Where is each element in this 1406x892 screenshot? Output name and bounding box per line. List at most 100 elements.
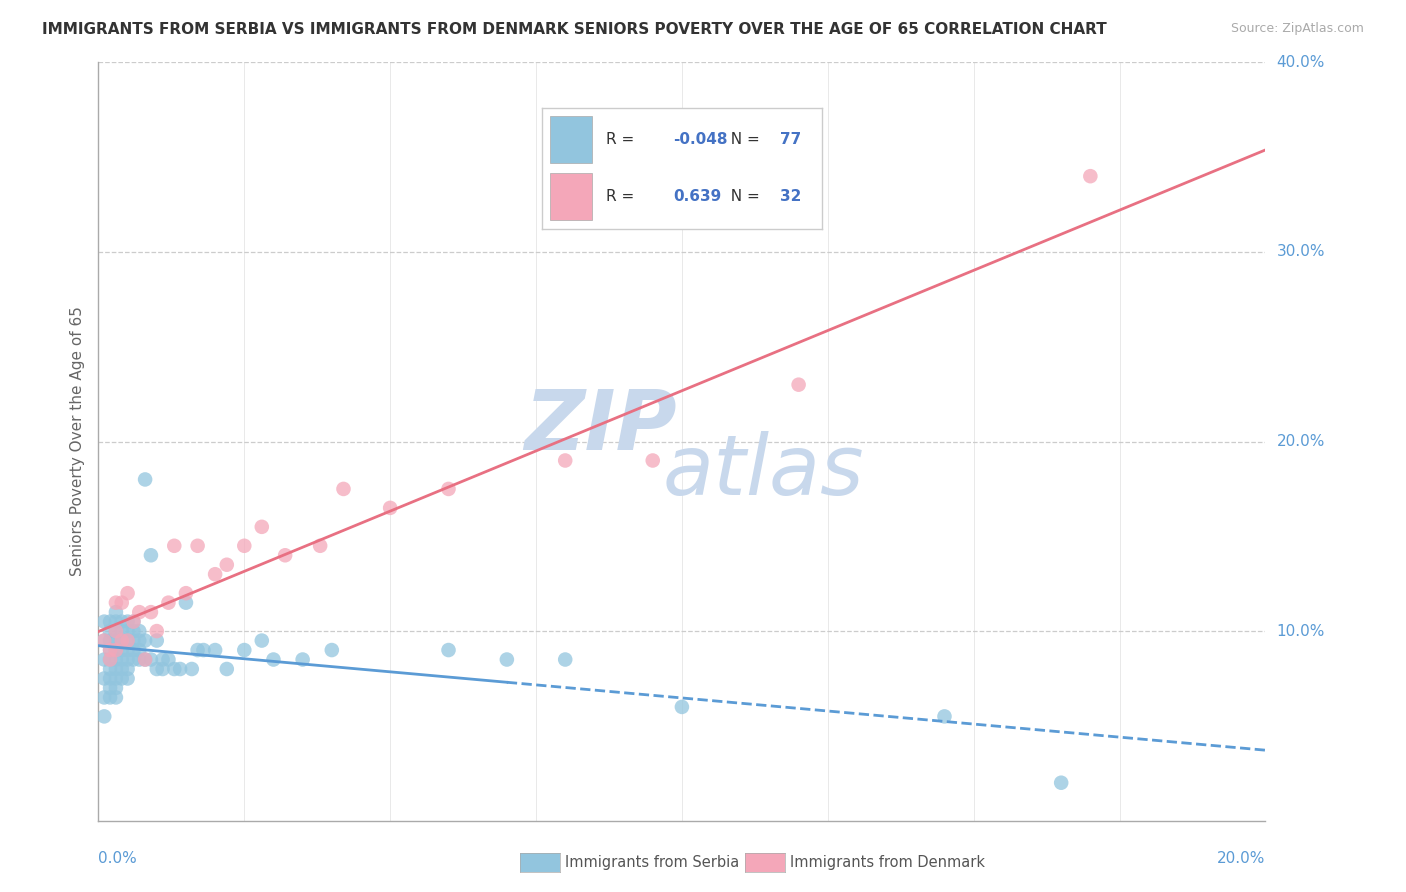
Point bbox=[117, 662, 139, 676]
Text: 10.0%: 10.0% bbox=[1277, 624, 1324, 639]
Point bbox=[98, 681, 121, 695]
Point bbox=[146, 662, 169, 676]
Point bbox=[117, 586, 139, 600]
Y-axis label: Seniors Poverty Over the Age of 65: Seniors Poverty Over the Age of 65 bbox=[69, 307, 84, 576]
Point bbox=[117, 633, 139, 648]
Point bbox=[180, 662, 202, 676]
Point bbox=[104, 643, 127, 657]
Point bbox=[98, 672, 121, 686]
Point bbox=[98, 633, 121, 648]
Point bbox=[128, 643, 150, 657]
Point bbox=[554, 453, 576, 467]
Point bbox=[122, 633, 145, 648]
Point bbox=[117, 672, 139, 686]
Point bbox=[250, 633, 273, 648]
Point bbox=[128, 652, 150, 666]
Point bbox=[1080, 169, 1102, 184]
Text: Immigrants from Denmark: Immigrants from Denmark bbox=[790, 855, 986, 870]
Point bbox=[98, 643, 121, 657]
Point bbox=[262, 652, 284, 666]
Point bbox=[437, 482, 460, 496]
Point bbox=[98, 652, 121, 666]
Point bbox=[93, 633, 115, 648]
Point bbox=[104, 672, 127, 686]
Point bbox=[157, 596, 180, 610]
Text: 20.0%: 20.0% bbox=[1218, 851, 1265, 866]
Point bbox=[104, 643, 127, 657]
Point bbox=[93, 615, 115, 629]
Point bbox=[104, 662, 127, 676]
Point bbox=[104, 681, 127, 695]
Point bbox=[157, 652, 180, 666]
Point bbox=[215, 558, 238, 572]
Point bbox=[104, 605, 127, 619]
Point bbox=[146, 633, 169, 648]
Point bbox=[122, 652, 145, 666]
Point bbox=[122, 615, 145, 629]
Point bbox=[139, 605, 162, 619]
Point bbox=[554, 652, 576, 666]
Point bbox=[169, 662, 191, 676]
Point bbox=[104, 690, 127, 705]
Point bbox=[117, 633, 139, 648]
Point bbox=[104, 624, 127, 639]
Point bbox=[104, 652, 127, 666]
Point bbox=[111, 662, 134, 676]
Text: Immigrants from Serbia: Immigrants from Serbia bbox=[565, 855, 740, 870]
Point bbox=[111, 652, 134, 666]
Point bbox=[163, 539, 186, 553]
Point bbox=[204, 567, 226, 582]
Point bbox=[437, 643, 460, 657]
Point bbox=[291, 652, 314, 666]
Point bbox=[380, 500, 402, 515]
Point bbox=[98, 624, 121, 639]
Point bbox=[233, 539, 256, 553]
Point bbox=[274, 548, 297, 563]
Text: 30.0%: 30.0% bbox=[1277, 244, 1324, 260]
Point bbox=[93, 690, 115, 705]
Point bbox=[104, 596, 127, 610]
Point bbox=[233, 643, 256, 657]
Point bbox=[163, 662, 186, 676]
Point bbox=[98, 662, 121, 676]
Point bbox=[139, 652, 162, 666]
Point bbox=[104, 624, 127, 639]
Text: 20.0%: 20.0% bbox=[1277, 434, 1324, 449]
Point bbox=[641, 453, 664, 467]
Point bbox=[204, 643, 226, 657]
Point bbox=[104, 615, 127, 629]
Point bbox=[93, 633, 115, 648]
Point bbox=[111, 633, 134, 648]
Point bbox=[174, 586, 197, 600]
Point bbox=[128, 605, 150, 619]
Text: atlas: atlas bbox=[662, 432, 865, 512]
Point bbox=[134, 652, 156, 666]
Point bbox=[193, 643, 215, 657]
Point bbox=[174, 596, 197, 610]
Point bbox=[128, 633, 150, 648]
Text: ZIP: ZIP bbox=[524, 386, 676, 467]
Point bbox=[98, 690, 121, 705]
Point bbox=[117, 624, 139, 639]
Point bbox=[1050, 776, 1073, 790]
Point bbox=[122, 643, 145, 657]
Text: 40.0%: 40.0% bbox=[1277, 55, 1324, 70]
Point bbox=[671, 699, 693, 714]
Point bbox=[215, 662, 238, 676]
Point bbox=[787, 377, 810, 392]
Point bbox=[134, 473, 156, 487]
Point bbox=[934, 709, 956, 723]
Point bbox=[117, 643, 139, 657]
Point bbox=[134, 652, 156, 666]
Point bbox=[496, 652, 519, 666]
Point bbox=[93, 652, 115, 666]
Point bbox=[98, 643, 121, 657]
Point bbox=[152, 662, 174, 676]
Point bbox=[152, 652, 174, 666]
Point bbox=[111, 596, 134, 610]
Point bbox=[139, 548, 162, 563]
Point bbox=[117, 652, 139, 666]
Point bbox=[187, 539, 209, 553]
Point bbox=[111, 643, 134, 657]
Point bbox=[309, 539, 332, 553]
